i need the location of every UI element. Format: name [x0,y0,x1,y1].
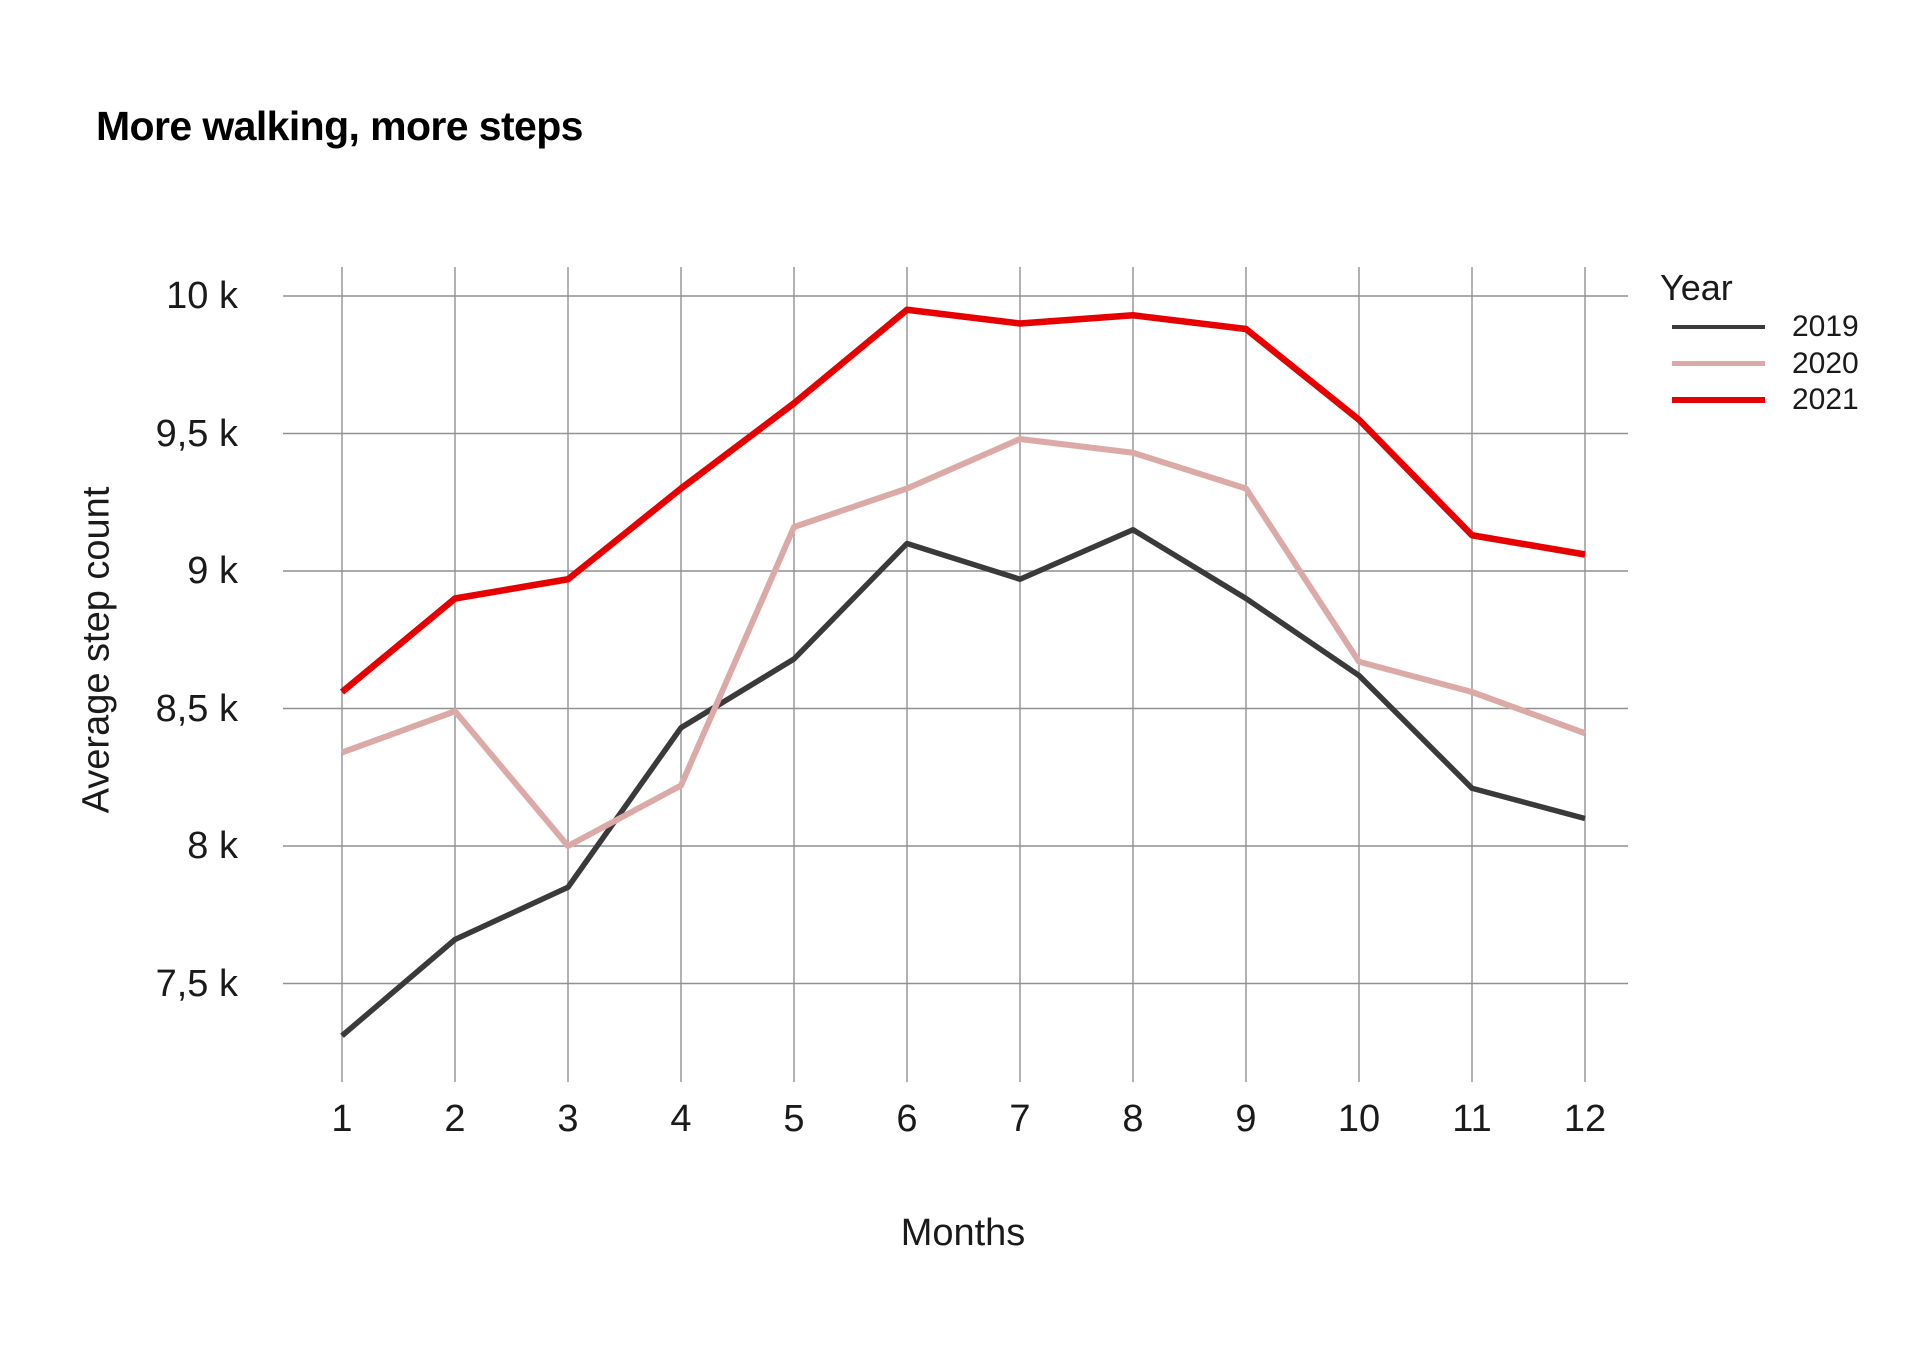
x-tick-label: 2 [444,1098,466,1140]
x-tick-label: 8 [1122,1098,1144,1140]
x-tick-label: 1 [331,1098,353,1140]
series-line-2021 [339,306,1586,695]
y-tick-label: 8,5 k [155,687,238,730]
legend-item-2021[interactable]: 2021 [1672,385,1859,415]
legend-item-2020[interactable]: 2020 [1672,346,1859,380]
legend-swatch-2019 [1672,325,1765,329]
x-tick-label: 7 [1009,1098,1031,1140]
x-tick-label: 11 [1452,1098,1492,1140]
chart-title: More walking, more steps [96,103,583,149]
y-tick-label: 9 k [187,550,238,592]
legend-item-label: 2020 [1792,346,1859,380]
x-tick-label: 5 [783,1098,805,1140]
legend-swatch-2021 [1672,397,1765,403]
legend-item-2019[interactable]: 2019 [1672,312,1859,342]
y-tick-label: 10 k [166,275,238,317]
series-line-2019 [340,527,1586,1038]
y-tick-label: 9,5 k [155,412,238,455]
x-tick-label: 12 [1563,1098,1607,1140]
y-axis-title: Average step count [75,486,118,814]
x-tick-label: 10 [1337,1098,1381,1140]
y-tick-label: 8 k [187,825,238,867]
x-tick-label: 6 [896,1098,918,1140]
y-tick-label: 7,5 k [155,962,238,1005]
series-line-2020 [340,436,1587,849]
x-tick-label: 3 [557,1098,579,1140]
legend-item-label: 2021 [1792,383,1859,416]
gridlines [283,267,1628,1082]
legend-title: Year [1660,267,1733,308]
x-tick-label: 9 [1235,1098,1257,1140]
x-axis-title: Months [900,1212,1026,1254]
x-tick-label: 4 [670,1098,692,1140]
legend-item-label: 2019 [1792,310,1859,343]
legend: Year 2019 2020 2021 [1660,268,1914,438]
legend-swatch-2020 [1672,361,1765,366]
